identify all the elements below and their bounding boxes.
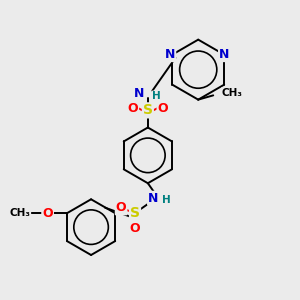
Text: N: N — [219, 48, 230, 61]
Text: O: O — [116, 201, 126, 214]
Text: CH₃: CH₃ — [222, 88, 243, 98]
Text: O: O — [42, 207, 53, 220]
Text: O: O — [158, 102, 168, 115]
Text: H: H — [162, 195, 170, 206]
Text: S: S — [130, 206, 140, 220]
Text: N: N — [134, 87, 145, 100]
Text: O: O — [128, 102, 138, 115]
Text: CH₃: CH₃ — [9, 208, 30, 218]
Text: N: N — [148, 192, 158, 205]
Text: N: N — [165, 48, 175, 61]
Text: O: O — [130, 222, 140, 235]
Text: S: S — [143, 103, 153, 117]
Text: H: H — [152, 92, 161, 101]
